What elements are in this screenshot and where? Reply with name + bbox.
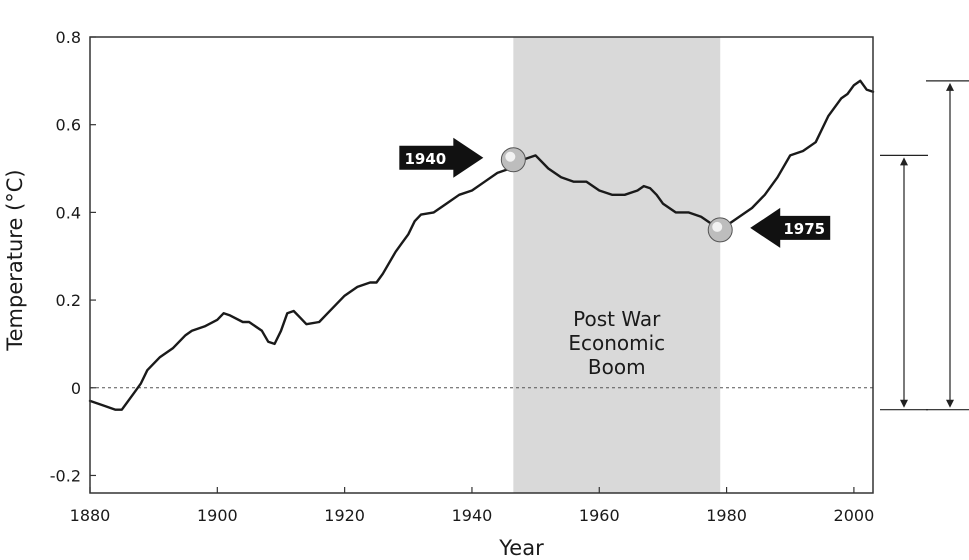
year-marker-arrow [750, 207, 831, 248]
range-bracket-arrowhead-up [946, 82, 954, 91]
range-bracket-arrowhead-down [900, 399, 908, 408]
boom-shaded-region [513, 37, 721, 493]
plot-frame [89, 36, 874, 494]
boom-label-line: Boom [588, 355, 646, 379]
y-tick-label: -0.2 [50, 466, 81, 485]
year-marker-highlight [712, 221, 723, 232]
y-tick-label: 0.2 [56, 291, 81, 310]
x-tick-label: 1940 [452, 506, 493, 525]
year-marker-label: 1940 [404, 150, 446, 168]
range-bracket-arrowhead-up [900, 157, 908, 166]
x-tick-label: 1880 [70, 506, 111, 525]
y-axis-title: Temperature (°C) [3, 169, 27, 351]
boom-label-line: Post War [573, 307, 661, 331]
x-tick-label: 1900 [197, 506, 238, 525]
x-tick-label: 1960 [579, 506, 620, 525]
year-marker-label: 1975 [783, 220, 825, 238]
y-tick-label: 0 [71, 379, 81, 398]
year-marker-arrow [399, 137, 484, 178]
y-tick-label: 0.4 [56, 203, 81, 222]
y-tick-label: 0.8 [56, 28, 81, 47]
range-bracket-arrowhead-down [946, 399, 954, 408]
x-tick-label: 1980 [706, 506, 747, 525]
boom-label-line: Economic [568, 331, 665, 355]
temperature-series-line [88, 79, 875, 411]
x-tick-label: 2000 [834, 506, 875, 525]
year-marker-highlight [505, 151, 516, 162]
x-tick-label: 1920 [324, 506, 365, 525]
y-tick-label: 0.6 [56, 116, 81, 135]
x-axis-title: Year [498, 536, 544, 560]
